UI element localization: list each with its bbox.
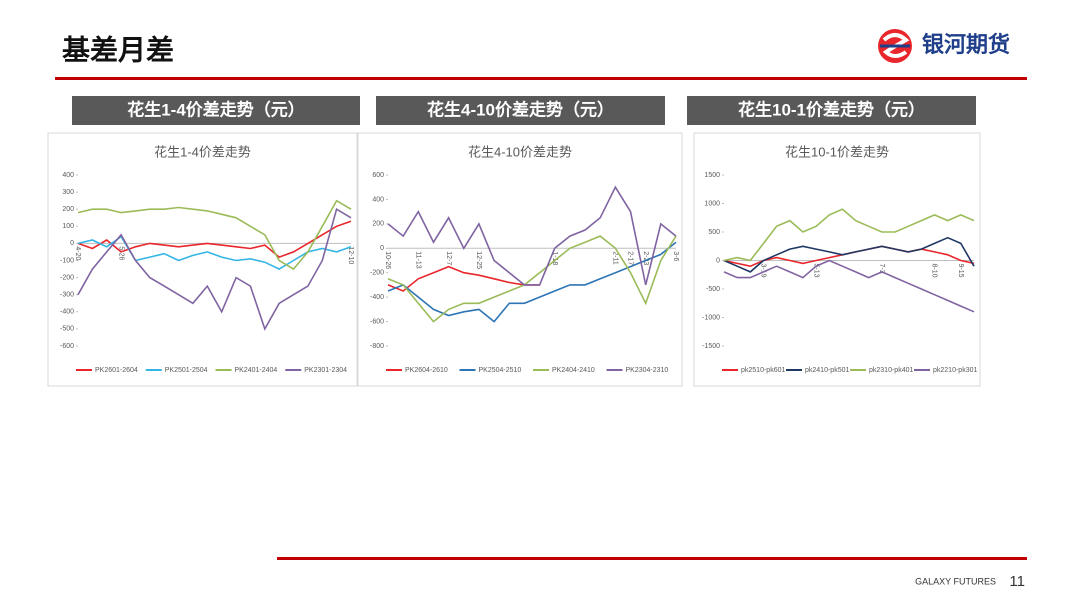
y-tick-label: -600 bbox=[370, 318, 384, 325]
x-tick-label: 3-6 bbox=[672, 251, 679, 261]
legend-label: PK2401-2404 bbox=[235, 367, 278, 374]
y-tick-label: 1500 bbox=[704, 172, 720, 179]
page-number: 11 bbox=[1009, 573, 1025, 590]
panel-header bbox=[376, 96, 665, 125]
chart-title: 花生4-10价差走势 bbox=[468, 144, 572, 159]
chart-title: 花生1-4价差走势 bbox=[154, 144, 251, 159]
y-tick-label: -800 bbox=[370, 343, 384, 350]
x-tick-label: 1-18 bbox=[551, 251, 558, 265]
series-line bbox=[77, 220, 352, 259]
x-tick-label: 10-26 bbox=[384, 251, 391, 269]
chart-frame bbox=[357, 132, 683, 387]
y-tick-label: 500 bbox=[708, 229, 720, 236]
series-line bbox=[387, 185, 677, 286]
legend-label: PK2504-2510 bbox=[479, 367, 522, 374]
series-line bbox=[723, 259, 975, 313]
y-tick-label: 300 bbox=[62, 189, 74, 196]
x-tick-label: 11-13 bbox=[414, 251, 421, 268]
series-line bbox=[387, 265, 540, 292]
chart-title: 花生10-1价差走势 bbox=[785, 144, 889, 159]
y-tick-label: -1000 bbox=[702, 314, 720, 321]
x-tick-label: 2-23 bbox=[642, 251, 649, 265]
x-tick-label: 3-19 bbox=[760, 264, 767, 278]
legend-label: PK2501-2504 bbox=[165, 367, 208, 374]
x-tick-label: 4-20 bbox=[74, 246, 81, 260]
legend-label: PK2601-2604 bbox=[95, 367, 138, 374]
legend-label: PK2304-2310 bbox=[626, 367, 669, 374]
footer-company: GALAXY FUTURES bbox=[915, 576, 996, 586]
logo bbox=[878, 29, 912, 63]
series-line bbox=[723, 236, 975, 273]
x-tick-label: 8-10 bbox=[931, 264, 938, 278]
legend-label: pk2510-pk601 bbox=[741, 367, 785, 374]
y-tick-label: -200 bbox=[60, 274, 74, 281]
brand-name: 银河期货 bbox=[922, 32, 1010, 57]
panel-header bbox=[72, 96, 360, 125]
y-tick-label: -1500 bbox=[702, 343, 720, 350]
x-tick-label: 5-13 bbox=[812, 264, 819, 278]
x-tick-label: 9-15 bbox=[957, 264, 964, 278]
y-tick-label: 0 bbox=[380, 245, 384, 252]
x-tick-label: 7-3 bbox=[878, 264, 885, 274]
x-tick-label: 5-26 bbox=[117, 246, 124, 260]
legend-label: pk2310-pk401 bbox=[869, 367, 913, 374]
y-tick-label: 600 bbox=[372, 172, 384, 179]
y-tick-label: -600 bbox=[60, 343, 74, 350]
y-tick-label: 0 bbox=[70, 240, 74, 247]
y-tick-label: -500 bbox=[60, 326, 74, 333]
footer-rule bbox=[277, 557, 1027, 560]
chart-frame bbox=[47, 132, 358, 387]
y-tick-label: 100 bbox=[62, 223, 74, 230]
panel-header-text: 花生4-10价差走势（元） bbox=[427, 99, 614, 119]
legend-label: PK2604-2610 bbox=[405, 367, 448, 374]
y-tick-label: 400 bbox=[372, 196, 384, 203]
y-tick-label: 200 bbox=[372, 221, 384, 228]
y-tick-label: 400 bbox=[62, 172, 74, 179]
x-tick-label: 2-11 bbox=[612, 251, 619, 265]
y-tick-label: -400 bbox=[370, 294, 384, 301]
legend-label: pk2210-pk301 bbox=[933, 367, 977, 374]
x-tick-label: 12-25 bbox=[475, 251, 482, 269]
slide-title: 基差月差 bbox=[62, 33, 174, 65]
series-line bbox=[77, 207, 352, 331]
panel-header-text: 花生10-1价差走势（元） bbox=[738, 99, 925, 119]
y-tick-label: -500 bbox=[706, 286, 720, 293]
series-line bbox=[387, 235, 677, 323]
y-tick-label: -100 bbox=[60, 257, 74, 264]
chart-frame bbox=[693, 132, 981, 387]
x-tick-label: 12-10 bbox=[347, 246, 354, 264]
y-tick-label: 1000 bbox=[704, 200, 720, 207]
header-rule bbox=[55, 77, 1027, 80]
x-tick-label: 12-7 bbox=[445, 251, 452, 265]
legend-label: PK2404-2410 bbox=[552, 367, 595, 374]
y-tick-label: 200 bbox=[62, 206, 74, 213]
y-tick-label: -400 bbox=[60, 309, 74, 316]
y-tick-label: 0 bbox=[716, 257, 720, 264]
panel-header-text: 花生1-4价差走势（元） bbox=[127, 99, 305, 119]
panel-header bbox=[687, 96, 976, 125]
legend-label: pk2410-pk501 bbox=[805, 367, 849, 374]
x-tick-label: 2-17 bbox=[627, 251, 634, 265]
y-tick-label: -300 bbox=[60, 292, 74, 299]
legend-label: PK2301-2304 bbox=[304, 367, 347, 374]
y-tick-label: -200 bbox=[370, 270, 384, 277]
series-line bbox=[723, 208, 975, 262]
series-line bbox=[77, 199, 352, 271]
